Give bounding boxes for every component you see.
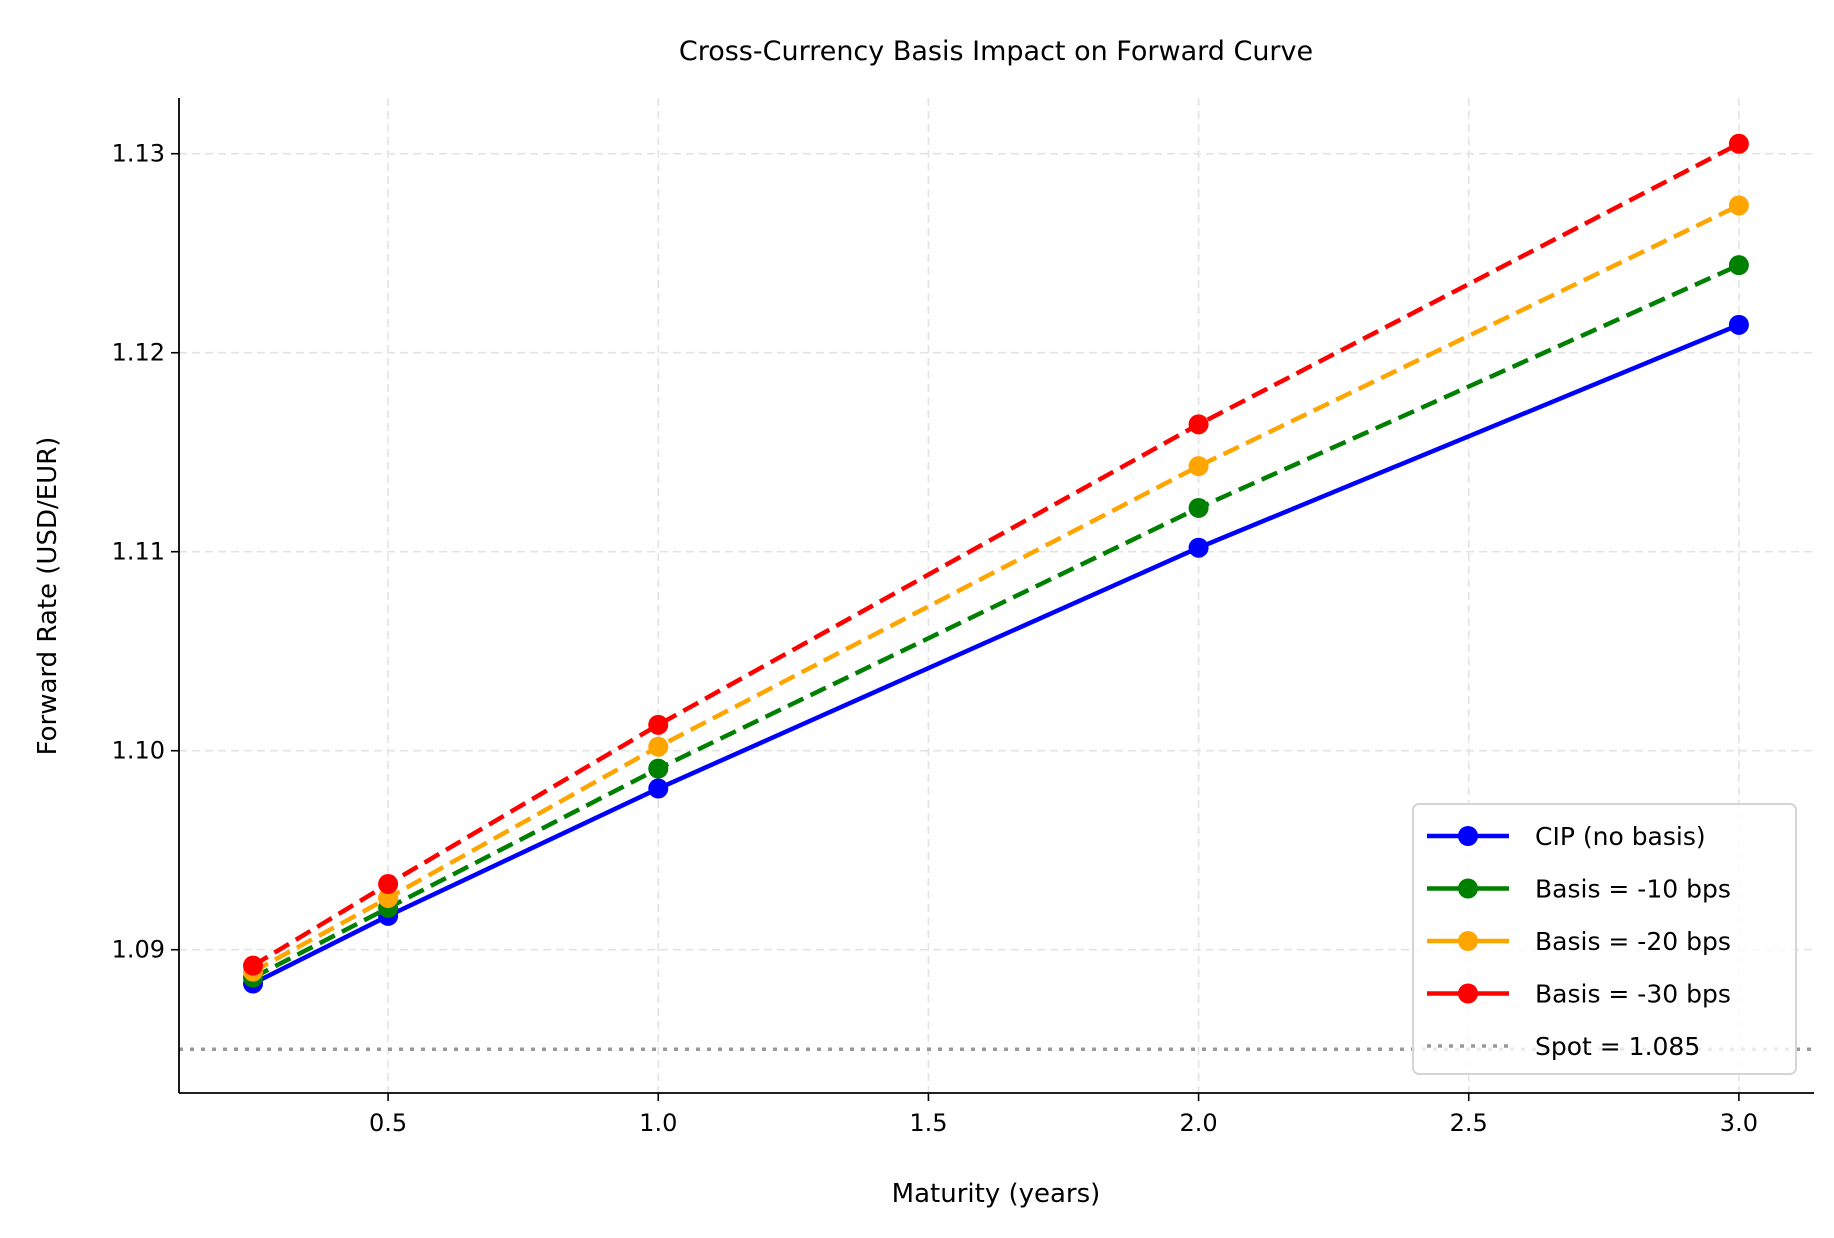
legend-marker (1458, 931, 1478, 951)
data-point (1188, 456, 1209, 477)
data-point (1188, 414, 1209, 435)
x-tick-label: 1.0 (639, 1109, 677, 1137)
data-point (1728, 255, 1749, 276)
y-tick-label: 1.12 (112, 339, 165, 367)
legend-marker (1458, 878, 1478, 899)
x-tick-label: 0.5 (369, 1109, 407, 1137)
data-point (648, 758, 669, 779)
y-tick-label: 1.13 (112, 140, 165, 168)
data-point (1188, 497, 1209, 518)
y-axis-label: Forward Rate (USD/EUR) (33, 437, 63, 756)
data-point (243, 955, 264, 976)
x-axis-label: Maturity (years) (892, 1179, 1101, 1209)
data-point (648, 736, 669, 757)
data-point (378, 887, 399, 908)
series-3 (243, 133, 1749, 976)
data-point (648, 714, 669, 735)
data-point (648, 778, 669, 799)
legend-label: Spot = 1.085 (1535, 1032, 1700, 1061)
y-tick-label: 1.09 (112, 936, 165, 964)
grid (179, 98, 1814, 1093)
y-tick-label: 1.11 (112, 538, 165, 566)
series-group (243, 133, 1749, 994)
x-tick-label: 2.5 (1450, 1109, 1488, 1137)
legend-box (1412, 803, 1797, 1075)
x-tick-label: 2.0 (1179, 1109, 1217, 1137)
legend-label: Basis = -10 bps (1535, 875, 1731, 904)
legend: CIP (no basis) Basis = -10 bps Basis = -20… (1412, 803, 1797, 1075)
legend-label: Basis = -20 bps (1535, 927, 1731, 956)
y-tick-label: 1.10 (112, 737, 165, 765)
data-point (1728, 314, 1749, 335)
data-point (378, 874, 399, 895)
x-tick-label: 3.0 (1720, 1109, 1758, 1137)
legend-label: CIP (no basis) (1535, 822, 1706, 851)
series-line (251, 141, 1740, 968)
x-tick-label: 1.5 (909, 1109, 947, 1137)
data-point (1188, 537, 1209, 558)
data-point (1728, 195, 1749, 216)
axes: 0.5 1.0 1.5 2.0 2.5 3.0 1.09 1.10 1.11 1.12 1.13 (112, 98, 1814, 1137)
chart-title: Cross-Currency Basis Impact on Forward C… (679, 36, 1313, 67)
legend-label: Basis = -30 bps (1535, 980, 1731, 1009)
legend-marker (1458, 826, 1478, 846)
data-point (1728, 133, 1749, 154)
legend-marker (1458, 983, 1478, 1004)
